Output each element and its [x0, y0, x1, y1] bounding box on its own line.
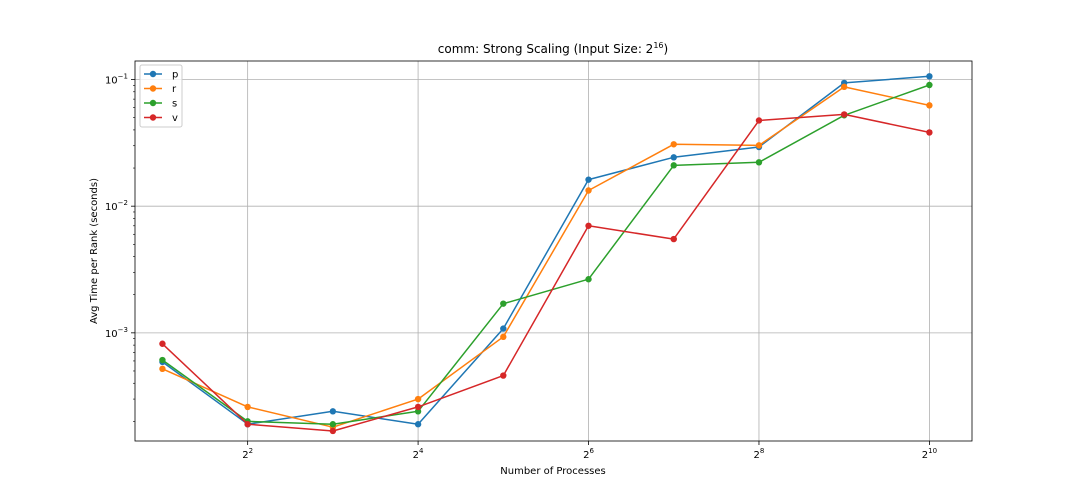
y-tick-label: 10−1	[105, 73, 128, 87]
series-line-s	[161, 84, 930, 425]
legend-label-p: p	[172, 70, 178, 81]
data-point-v	[840, 111, 848, 118]
data-point-s	[414, 408, 422, 415]
legend-marker-p	[149, 70, 157, 78]
y-tick-label: 10−2	[105, 199, 128, 213]
data-point-s	[926, 81, 933, 89]
x-tick-label: 22	[242, 447, 253, 461]
data-point-v	[329, 427, 337, 435]
x-tick-label: 24	[413, 447, 424, 461]
data-point-v	[244, 421, 251, 428]
data-point-p	[670, 154, 677, 161]
legend-label-r: r	[172, 84, 177, 95]
legend-label-s: s	[172, 99, 177, 110]
data-point-v	[159, 340, 166, 347]
data-point-r	[670, 141, 677, 148]
series-line-r	[162, 86, 930, 428]
data-point-p	[414, 421, 422, 428]
data-point-r	[585, 187, 592, 194]
data-point-v	[414, 403, 422, 411]
data-point-v	[755, 117, 763, 124]
data-point-r	[159, 365, 166, 373]
data-point-r	[755, 142, 763, 149]
axis-ticks: 22 24 26 28 210 10−3 10−2 10−1	[105, 73, 937, 461]
data-point-v	[500, 372, 507, 379]
legend-frame	[139, 64, 183, 128]
grid-lines	[135, 61, 972, 441]
y-tick-label: 10−3	[105, 326, 128, 340]
data-point-s	[585, 276, 592, 283]
x-tick-label: 210	[922, 447, 937, 461]
data-point-r	[414, 395, 422, 403]
data-point-r	[244, 403, 251, 411]
data-point-p	[926, 73, 933, 80]
series-line-v	[161, 113, 930, 432]
data-point-p	[500, 325, 507, 332]
legend-marker-r	[149, 85, 157, 92]
legend-marker-s	[149, 99, 157, 107]
data-point-s	[670, 162, 677, 169]
x-tick-label: 28	[754, 447, 765, 461]
series-lines	[159, 73, 933, 435]
data-point-s	[329, 421, 337, 428]
data-point-s	[159, 356, 166, 364]
legend-marker-v	[149, 114, 157, 121]
data-point-v	[585, 222, 592, 229]
data-point-s	[755, 159, 763, 166]
data-point-p	[585, 176, 592, 183]
data-point-v	[926, 129, 933, 136]
data-point-p	[329, 408, 337, 415]
x-tick-label: 26	[583, 447, 594, 461]
title-exponent: 16	[653, 41, 663, 50]
x-axis-label: Number of Processes	[500, 466, 605, 477]
plot-frame	[134, 60, 973, 442]
y-axis-label: Avg Time per Rank (seconds)	[89, 178, 100, 324]
legend-label-v: v	[172, 113, 178, 124]
data-point-r	[500, 333, 507, 341]
data-point-s	[500, 300, 507, 307]
chart-title: comm: Strong Scaling (Input Size: 216)	[438, 41, 668, 56]
data-point-v	[670, 235, 677, 243]
data-point-r	[840, 83, 848, 91]
data-point-r	[926, 102, 933, 109]
